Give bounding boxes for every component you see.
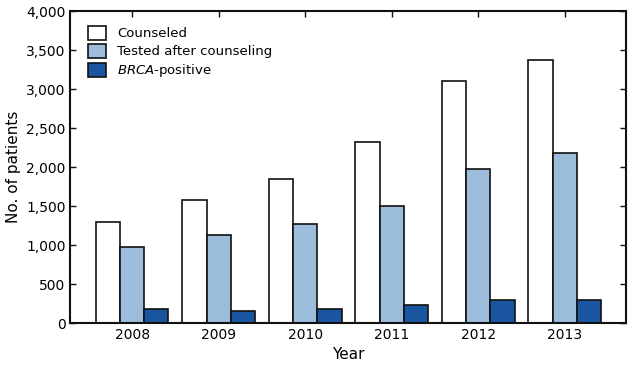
- Bar: [207, 235, 231, 323]
- Bar: [269, 179, 293, 323]
- X-axis label: Year: Year: [332, 347, 365, 362]
- Bar: [355, 142, 380, 323]
- Bar: [231, 311, 255, 323]
- Bar: [528, 60, 553, 323]
- Bar: [120, 247, 144, 323]
- Bar: [466, 169, 490, 323]
- Bar: [442, 81, 466, 323]
- Bar: [293, 224, 317, 323]
- Bar: [577, 300, 601, 323]
- Bar: [317, 309, 341, 323]
- Bar: [95, 222, 120, 323]
- Bar: [380, 206, 404, 323]
- Bar: [490, 300, 514, 323]
- Y-axis label: No. of patients: No. of patients: [6, 111, 21, 223]
- Bar: [553, 153, 577, 323]
- Bar: [144, 309, 169, 323]
- Bar: [182, 200, 207, 323]
- Bar: [404, 305, 428, 323]
- Legend: Counseled, Tested after counseling, $\it{BRCA}$-positive: Counseled, Tested after counseling, $\it…: [83, 21, 277, 85]
